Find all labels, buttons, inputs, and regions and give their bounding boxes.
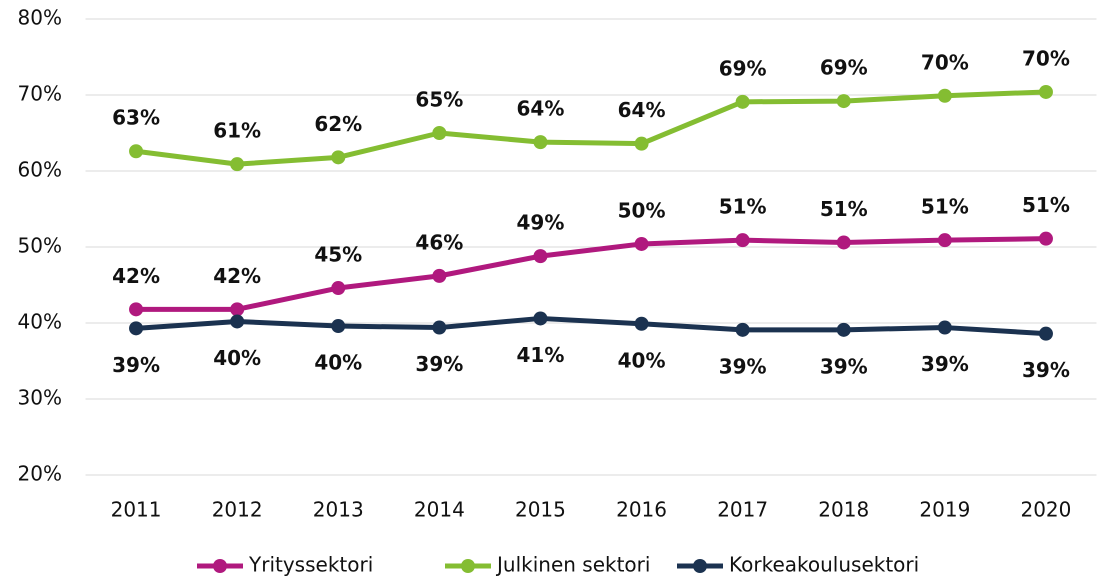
data-point [331, 319, 346, 334]
x-tick-label: 2017 [717, 498, 768, 522]
data-point [634, 316, 649, 331]
data-point [1038, 231, 1053, 246]
data-label: 69% [820, 56, 868, 80]
data-label: 65% [415, 88, 463, 112]
series-line [135, 315, 1047, 337]
data-point [432, 320, 447, 335]
series-line [136, 236, 1046, 312]
data-label: 42% [112, 264, 160, 288]
y-tick-label: 70% [18, 82, 62, 106]
data-point [735, 233, 750, 248]
data-point [836, 94, 851, 109]
data-label: 39% [820, 354, 868, 378]
data-label: 50% [618, 198, 666, 222]
data-label: 51% [719, 195, 767, 219]
data-label: 39% [921, 352, 969, 376]
data-point [533, 311, 548, 326]
data-label: 39% [112, 353, 160, 377]
series-line [135, 89, 1047, 167]
data-label: 64% [618, 98, 666, 122]
data-label: 46% [415, 230, 463, 254]
data-point [836, 235, 851, 250]
data-label: 40% [213, 346, 261, 370]
legend-label: Yrityssektori [248, 553, 373, 577]
data-label: 45% [314, 243, 362, 267]
data-label: 70% [1022, 46, 1070, 70]
data-point [230, 314, 245, 329]
data-label: 39% [1022, 358, 1070, 382]
x-tick-label: 2016 [616, 498, 667, 522]
data-point [1038, 326, 1053, 341]
y-tick-label: 20% [18, 462, 62, 486]
data-point [735, 322, 750, 337]
data-point [1038, 84, 1053, 99]
data-label: 62% [314, 112, 362, 136]
legend-label: Korkeakoulusektori [729, 553, 919, 577]
data-point [129, 321, 144, 336]
legend-label: Julkinen sektori [495, 553, 650, 577]
y-tick-label: 60% [18, 158, 62, 182]
data-point [331, 281, 346, 296]
data-label: 51% [921, 195, 969, 219]
legend-marker [213, 559, 227, 573]
x-tick-label: 2018 [818, 498, 869, 522]
y-tick-label: 40% [18, 310, 62, 334]
data-point [230, 302, 245, 317]
x-tick-label: 2015 [515, 498, 566, 522]
data-point [331, 150, 346, 165]
x-tick-label: 2019 [919, 498, 970, 522]
data-label: 40% [314, 351, 362, 375]
y-tick-label: 80% [18, 6, 62, 30]
data-label: 69% [719, 56, 767, 80]
data-point [230, 157, 245, 172]
data-point [836, 322, 851, 337]
data-label: 42% [213, 264, 261, 288]
data-point [937, 320, 952, 335]
data-label: 39% [415, 352, 463, 376]
data-label: 41% [517, 343, 565, 367]
data-point [735, 94, 750, 109]
data-point [129, 302, 144, 317]
y-tick-label: 30% [18, 386, 62, 410]
data-label: 51% [1022, 193, 1070, 217]
data-point [129, 144, 144, 159]
data-label: 51% [820, 197, 868, 221]
data-label: 64% [517, 97, 565, 121]
data-point [533, 249, 548, 264]
x-tick-label: 2012 [212, 498, 263, 522]
data-label: 40% [618, 348, 666, 372]
x-tick-label: 2011 [111, 498, 162, 522]
x-tick-label: 2013 [313, 498, 364, 522]
legend-marker [461, 559, 475, 573]
legend-marker [693, 559, 707, 573]
data-label: 39% [719, 354, 767, 378]
x-tick-label: 2014 [414, 498, 465, 522]
data-point [533, 135, 548, 150]
y-tick-label: 50% [18, 234, 62, 258]
data-point [634, 136, 649, 151]
data-label: 63% [112, 106, 160, 130]
data-point [634, 236, 649, 251]
data-point [432, 126, 447, 140]
data-point [937, 233, 952, 248]
data-point [937, 88, 952, 103]
data-point [432, 268, 447, 283]
data-label: 70% [921, 50, 969, 74]
x-tick-label: 2020 [1020, 498, 1071, 522]
data-label: 49% [517, 211, 565, 235]
data-label: 61% [213, 119, 261, 143]
